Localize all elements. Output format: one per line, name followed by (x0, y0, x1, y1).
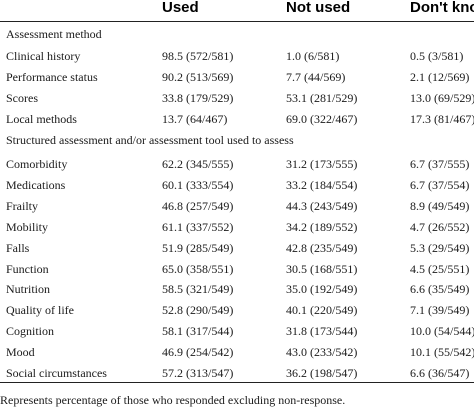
cell-used: 90.2 (513/569) (162, 70, 234, 84)
cell-used: 58.1 (317/544) (162, 324, 234, 339)
cell-not-used: 36.2 (198/547) (286, 366, 358, 380)
cell-dont-know: 6.6 (35/549) (410, 282, 470, 297)
cell-not-used: 53.1 (281/529) (286, 91, 358, 105)
cell-dont-know: 13.0 (69/529) (410, 91, 474, 105)
header-used: Used (162, 0, 199, 16)
cell-dont-know: 17.3 (81/467) (410, 112, 474, 126)
table-row: Function 65.0 (358/551) 30.5 (168/551) 4… (0, 258, 474, 280)
cell-not-used: 42.8 (235/549) (286, 240, 358, 255)
table-header: Used Not used Don't know (0, 0, 474, 20)
cell-not-used: 31.8 (173/544) (286, 324, 358, 339)
cell-used: 65.0 (358/551) (162, 261, 234, 276)
row-label: Comorbidity (6, 157, 68, 171)
table-row: Scores 33.8 (179/529) 53.1 (281/529) 13.… (0, 87, 474, 109)
cell-dont-know: 8.9 (49/549) (410, 198, 470, 213)
cell-not-used: 35.0 (192/549) (286, 282, 358, 297)
cell-dont-know: 7.1 (39/549) (410, 303, 470, 318)
cell-not-used: 30.5 (168/551) (286, 261, 358, 276)
cell-not-used: 1.0 (6/581) (286, 49, 340, 63)
cell-used: 60.1 (333/554) (162, 177, 234, 192)
cell-used: 13.7 (64/467) (162, 112, 228, 126)
row-label: Scores (6, 91, 38, 105)
cell-dont-know: 4.7 (26/552) (410, 219, 470, 234)
cell-dont-know: 10.0 (54/544) (410, 324, 474, 339)
table-row: Comorbidity 62.2 (345/555) 31.2 (173/555… (0, 153, 474, 175)
cell-used: 51.9 (285/549) (162, 240, 234, 255)
table-row: Medications 60.1 (333/554) 33.2 (184/554… (0, 174, 474, 196)
table-row: Cognition 58.1 (317/544) 31.8 (173/544) … (0, 320, 474, 342)
row-label: Cognition (6, 324, 55, 339)
header-rule (0, 21, 474, 22)
cell-dont-know: 10.1 (55/542) (410, 345, 474, 360)
row-label: Mobility (6, 219, 49, 234)
table-row: Falls 51.9 (285/549) 42.8 (235/549) 5.3 … (0, 237, 474, 259)
cell-used: 46.8 (257/549) (162, 198, 234, 213)
row-label: Clinical history (6, 49, 81, 63)
cell-not-used: 31.2 (173/555) (286, 157, 358, 171)
cell-not-used: 43.0 (233/542) (286, 345, 358, 360)
row-label: Function (6, 261, 49, 276)
footnote: Represents percentage of those who respo… (0, 393, 346, 407)
cell-used: 62.2 (345/555) (162, 157, 234, 171)
cell-not-used: 44.3 (243/549) (286, 198, 358, 213)
table-row: Local methods 13.7 (64/467) 69.0 (322/46… (0, 108, 474, 130)
table-row: Performance status 90.2 (513/569) 7.7 (4… (0, 66, 474, 88)
cell-not-used: 33.2 (184/554) (286, 177, 358, 192)
section-label-assessment-method: Assessment method (6, 27, 102, 41)
cell-dont-know: 6.7 (37/555) (410, 157, 470, 171)
header-dont-know: Don't know (410, 0, 474, 16)
table-row: Clinical history 98.5 (572/581) 1.0 (6/5… (0, 45, 474, 67)
row-label: Nutrition (6, 282, 50, 297)
cell-dont-know: 0.5 (3/581) (410, 49, 464, 63)
cell-used: 33.8 (179/529) (162, 91, 234, 105)
row-label: Falls (6, 240, 30, 255)
row-label: Performance status (6, 70, 98, 84)
cell-used: 61.1 (337/552) (162, 219, 234, 234)
table-row: Mood 46.9 (254/542) 43.0 (233/542) 10.1 … (0, 341, 474, 363)
cell-dont-know: 5.3 (29/549) (410, 240, 470, 255)
table-row: Quality of life 52.8 (290/549) 40.1 (220… (0, 299, 474, 321)
section-label-structured-assessment: Structured assessment and/or assessment … (6, 133, 294, 147)
cell-used: 57.2 (313/547) (162, 366, 234, 380)
row-label: Local methods (6, 112, 77, 126)
cell-not-used: 34.2 (189/552) (286, 219, 358, 234)
cell-not-used: 40.1 (220/549) (286, 303, 358, 318)
cell-dont-know: 6.6 (36/547) (410, 366, 470, 380)
row-label: Mood (6, 345, 35, 360)
cell-dont-know: 4.5 (25/551) (410, 261, 470, 276)
cell-dont-know: 6.7 (37/554) (410, 177, 470, 192)
row-label: Social circumstances (6, 366, 107, 380)
cell-used: 52.8 (290/549) (162, 303, 234, 318)
table-row: Nutrition 58.5 (321/549) 35.0 (192/549) … (0, 278, 474, 300)
cell-not-used: 7.7 (44/569) (286, 70, 346, 84)
cell-dont-know: 2.1 (12/569) (410, 70, 470, 84)
header-not-used: Not used (286, 0, 351, 16)
row-label: Medications (6, 177, 66, 192)
cell-used: 46.9 (254/542) (162, 345, 234, 360)
row-label: Quality of life (6, 303, 74, 318)
bottom-rule (0, 382, 474, 383)
table-row: Mobility 61.1 (337/552) 34.2 (189/552) 4… (0, 216, 474, 238)
cell-used: 58.5 (321/549) (162, 282, 234, 297)
table-row: Frailty 46.8 (257/549) 44.3 (243/549) 8.… (0, 195, 474, 217)
cell-used: 98.5 (572/581) (162, 49, 234, 63)
cell-not-used: 69.0 (322/467) (286, 112, 358, 126)
row-label: Frailty (6, 198, 38, 213)
table-row: Social circumstances 57.2 (313/547) 36.2… (0, 362, 474, 384)
